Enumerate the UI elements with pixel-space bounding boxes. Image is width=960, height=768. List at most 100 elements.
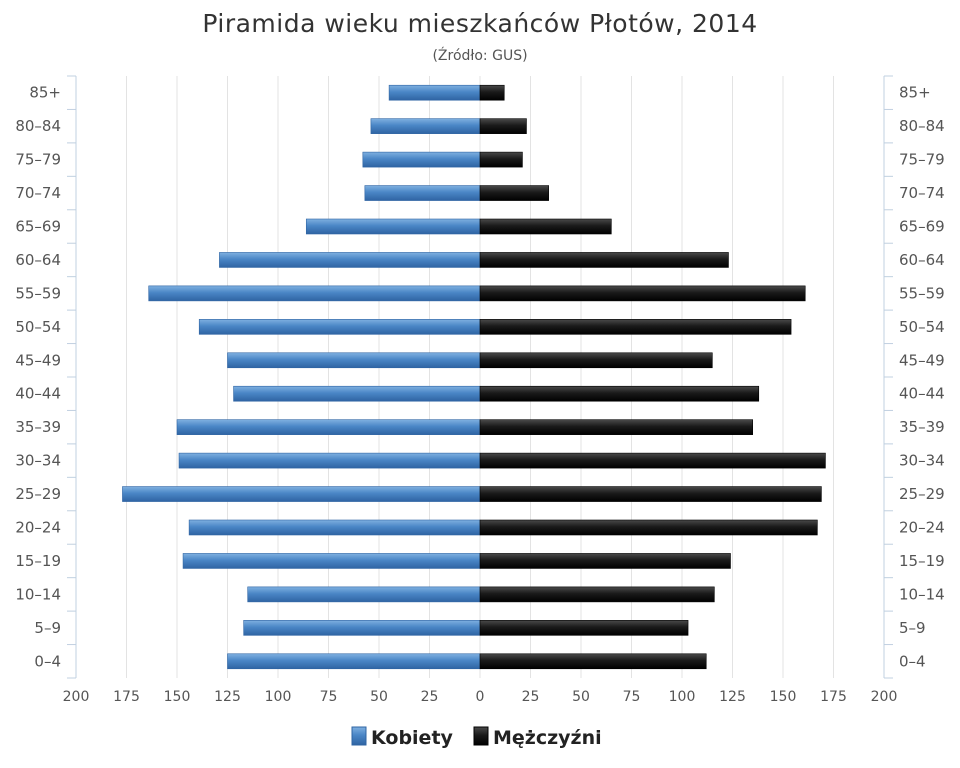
chart-subtitle: (Źródło: GUS) — [432, 46, 527, 64]
bar-mezczyzni-9[interactable] — [479, 352, 713, 369]
y-tick-label-right: 80–84 — [899, 117, 945, 135]
y-tick-label-right: 65–69 — [899, 218, 945, 236]
bar-kobiety-8[interactable] — [233, 385, 481, 402]
y-tick-label-right: 0–4 — [899, 652, 926, 670]
y-tick-label-left: 60–64 — [15, 251, 61, 269]
y-axis-labels-left: 0–4 5–9 10–14 15–19 20–24 25–29 30–34 35–39 40–4… — [15, 84, 61, 671]
bar-kobiety-1[interactable] — [243, 620, 481, 636]
y-tick-label-right: 60–64 — [899, 251, 945, 269]
x-tick-label: 25 — [522, 689, 540, 705]
bar-mezczyzni-10[interactable] — [479, 319, 792, 335]
bar-mezczyzni-7[interactable] — [479, 419, 754, 435]
bar-kobiety-13[interactable] — [305, 218, 481, 235]
bar-mezczyzni-8[interactable] — [479, 385, 760, 402]
grid-lines — [126, 76, 834, 678]
bar-kobiety-10[interactable] — [198, 319, 481, 335]
y-tick-label-left: 15–19 — [15, 552, 61, 570]
bar-kobiety-15[interactable] — [362, 151, 481, 168]
x-tick-label: 75 — [320, 689, 338, 705]
bar-mezczyzni-16[interactable] — [479, 118, 527, 134]
x-tick-label: 125 — [214, 689, 241, 705]
bar-mezczyzni-0[interactable] — [479, 653, 707, 670]
x-tick-label: 75 — [623, 689, 641, 705]
x-tick-label: 200 — [871, 689, 898, 705]
legend: Kobiety Mężczyźni — [351, 726, 602, 749]
y-tick-label-right: 85+ — [899, 84, 931, 102]
bar-kobiety-7[interactable] — [176, 419, 481, 435]
x-tick-label: 125 — [719, 689, 746, 705]
bar-mezczyzni-1[interactable] — [479, 620, 689, 636]
x-axis-labels: 200 175 150 125 100 75 50 25 0 25 50 75 100 125 150 175… — [63, 689, 898, 705]
x-tick-label: 175 — [113, 689, 140, 705]
y-tick-label-right: 55–59 — [899, 284, 945, 302]
y-axis-labels-right: 0–4 5–9 10–14 15–19 20–24 25–29 30–34 35–39 40–4… — [899, 84, 945, 671]
legend-item-mezczyzni[interactable]: Mężczyźni — [473, 726, 602, 749]
bar-kobiety-17[interactable] — [388, 84, 481, 101]
x-tick-label: 100 — [669, 689, 696, 705]
bar-mezczyzni-12[interactable] — [479, 252, 729, 268]
legend-swatch-kobiety — [351, 726, 367, 746]
x-tick-label: 150 — [164, 689, 191, 705]
y-tick-label-left: 20–24 — [15, 519, 61, 537]
bar-mezczyzni-6[interactable] — [479, 452, 826, 469]
bar-kobiety-5[interactable] — [122, 486, 481, 502]
bar-mezczyzni-5[interactable] — [479, 486, 822, 502]
bar-mezczyzni-17[interactable] — [479, 84, 505, 101]
bar-kobiety-0[interactable] — [227, 653, 481, 670]
y-tick-label-right: 30–34 — [899, 452, 945, 470]
legend-label-mezczyzni: Mężczyźni — [493, 727, 602, 749]
bar-kobiety-11[interactable] — [148, 285, 481, 302]
bar-mezczyzni-15[interactable] — [479, 151, 523, 168]
bar-mezczyzni-14[interactable] — [479, 185, 549, 201]
x-tick-label: 150 — [770, 689, 797, 705]
axes — [67, 75, 893, 679]
x-tick-label: 175 — [820, 689, 847, 705]
bar-mezczyzni-4[interactable] — [479, 519, 818, 536]
legend-swatch-mezczyzni — [473, 726, 489, 746]
x-tick-label: 25 — [421, 689, 439, 705]
bar-kobiety-14[interactable] — [364, 185, 481, 201]
y-tick-label-right: 5–9 — [899, 619, 926, 637]
chart-title: Piramida wieku mieszkańców Płotów, 2014 — [202, 9, 757, 38]
x-tick-label: 50 — [370, 689, 388, 705]
bar-kobiety-16[interactable] — [370, 118, 481, 134]
y-tick-label-left: 30–34 — [15, 452, 61, 470]
y-tick-label-left: 55–59 — [15, 284, 61, 302]
bar-kobiety-4[interactable] — [188, 519, 481, 536]
y-tick-label-right: 40–44 — [899, 385, 945, 403]
bar-mezczyzni-11[interactable] — [479, 285, 806, 302]
legend-item-kobiety[interactable]: Kobiety — [351, 726, 454, 749]
y-tick-label-left: 70–74 — [15, 184, 61, 202]
y-tick-label-right: 50–54 — [899, 318, 945, 336]
y-tick-label-right: 25–29 — [899, 485, 945, 503]
x-tick-label: 50 — [572, 689, 590, 705]
bar-kobiety-6[interactable] — [178, 452, 481, 469]
y-tick-label-left: 80–84 — [15, 117, 61, 135]
x-tick-label: 200 — [63, 689, 90, 705]
bar-mezczyzni-13[interactable] — [479, 218, 612, 235]
y-tick-label-left: 75–79 — [15, 151, 61, 169]
y-tick-label-right: 15–19 — [899, 552, 945, 570]
bar-kobiety-12[interactable] — [219, 252, 481, 268]
y-tick-label-left: 35–39 — [15, 418, 61, 436]
y-tick-label-right: 75–79 — [899, 151, 945, 169]
bars — [122, 84, 826, 670]
y-tick-label-left: 40–44 — [15, 385, 61, 403]
y-tick-label-right: 45–49 — [899, 351, 945, 369]
x-tick-label: 100 — [265, 689, 292, 705]
bar-mezczyzni-2[interactable] — [479, 586, 715, 603]
y-tick-label-left: 0–4 — [34, 652, 61, 670]
bar-kobiety-9[interactable] — [227, 352, 481, 369]
y-tick-label-right: 20–24 — [899, 519, 945, 537]
legend-label-kobiety: Kobiety — [371, 727, 454, 749]
bar-mezczyzni-3[interactable] — [479, 553, 731, 569]
bar-kobiety-2[interactable] — [247, 586, 481, 603]
y-tick-label-left: 10–14 — [15, 585, 61, 603]
y-tick-label-right: 70–74 — [899, 184, 945, 202]
y-tick-label-right: 10–14 — [899, 585, 945, 603]
bar-kobiety-3[interactable] — [182, 553, 481, 569]
y-tick-label-left: 85+ — [29, 84, 61, 102]
x-tick-label: 0 — [476, 689, 485, 705]
y-tick-label-right: 35–39 — [899, 418, 945, 436]
